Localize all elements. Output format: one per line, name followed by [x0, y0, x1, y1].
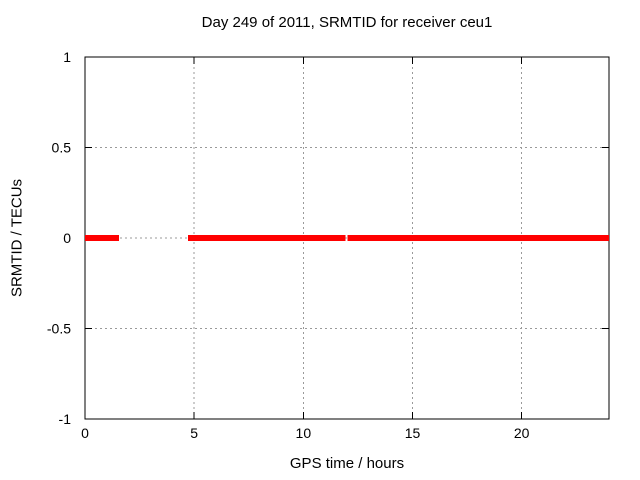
x-tick-label: 10 [296, 425, 312, 441]
x-tick-label: 15 [405, 425, 421, 441]
x-tick-label: 5 [190, 425, 198, 441]
y-tick-label: 0 [63, 230, 71, 246]
x-tick-label: 20 [514, 425, 530, 441]
y-tick-label: 0.5 [52, 140, 72, 156]
y-tick-label: 1 [63, 49, 71, 65]
y-tick-label: -0.5 [47, 321, 71, 337]
y-axis-label: SRMTID / TECUs [8, 178, 26, 298]
x-tick-label: 0 [81, 425, 89, 441]
chart-title: Day 249 of 2011, SRMTID for receiver ceu… [201, 14, 493, 31]
x-axis-label: GPS time / hours [289, 455, 405, 472]
y-tick-label: -1 [59, 411, 72, 427]
